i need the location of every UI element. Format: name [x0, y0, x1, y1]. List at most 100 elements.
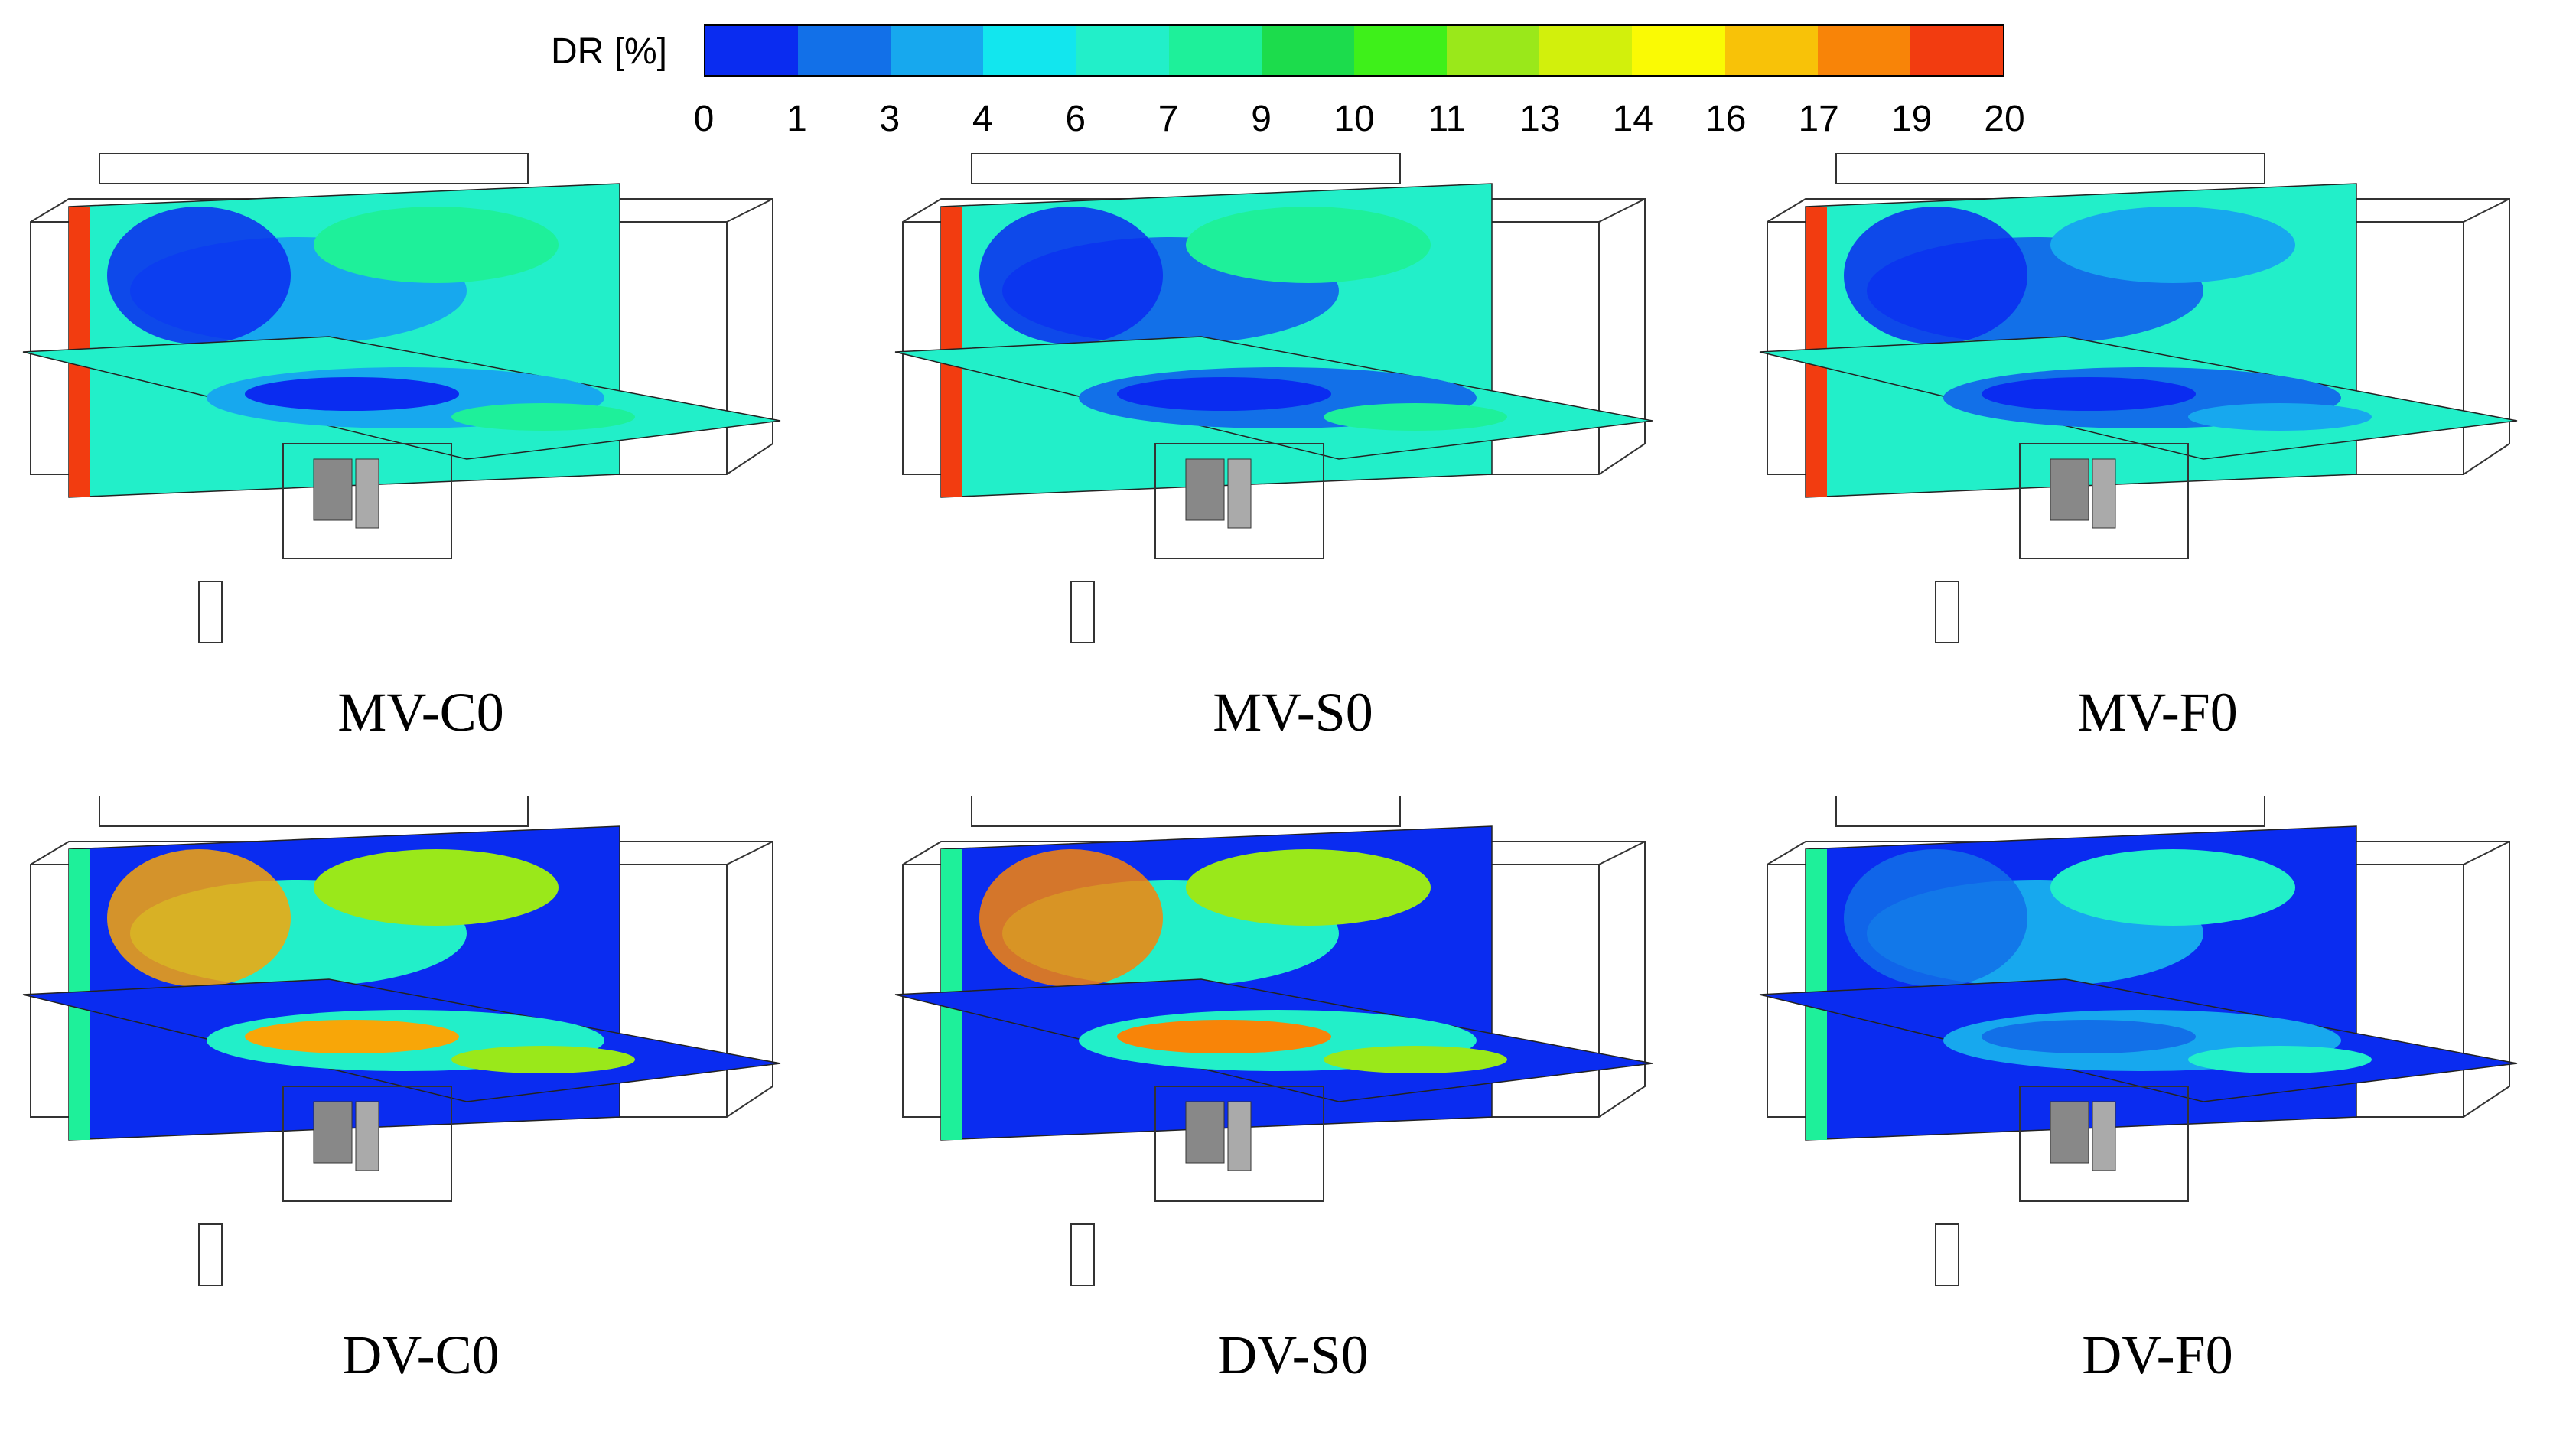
room-edge — [2463, 841, 2510, 865]
panel-label: DV-C0 — [342, 1324, 500, 1386]
room-edge — [1598, 198, 1646, 223]
contour-region — [1982, 377, 2196, 411]
colorbar-tick-label: 3 — [879, 99, 900, 139]
panel-label: MV-S0 — [1213, 682, 1373, 743]
colorbar-swatch — [1261, 26, 1354, 75]
occupant-object — [1227, 1101, 1252, 1171]
colorbar-swatch — [1447, 26, 1540, 75]
table-outline — [2019, 443, 2189, 559]
occupant-object — [2050, 1101, 2089, 1164]
contour-region — [2050, 849, 2295, 926]
colorbar-swatch — [1910, 26, 2003, 75]
door-outline — [1070, 581, 1095, 643]
contour-region — [1117, 1020, 1331, 1053]
colorbar-ticks: 0 1 3 4 6 7 9 10 11 13 14 16 17 19 20 — [0, 98, 2576, 144]
contour-region — [107, 207, 291, 344]
contour-region — [1324, 1046, 1507, 1073]
room-outline — [30, 198, 773, 475]
colorbar-tick-label: 13 — [1519, 99, 1561, 139]
contour-region — [451, 403, 635, 431]
colorbar-tick-label: 9 — [1251, 99, 1272, 139]
ceiling-diffuser — [1835, 796, 2265, 827]
colorbar-tick-label: 10 — [1334, 99, 1375, 139]
occupant-object — [313, 458, 353, 521]
occupant-object — [2092, 458, 2116, 529]
contour-region — [1186, 849, 1431, 926]
room-edge — [726, 198, 773, 223]
occupant-object — [355, 1101, 379, 1171]
contour-view-mv-s0 — [894, 153, 1653, 643]
room-outline — [30, 841, 773, 1118]
occupant-object — [355, 458, 379, 529]
contour-region — [979, 849, 1163, 987]
contour-region — [1982, 1020, 2196, 1053]
occupant-object — [1227, 458, 1252, 529]
room-edge — [1598, 841, 1646, 865]
panel-label: DV-S0 — [1217, 1324, 1369, 1386]
door-outline — [1070, 1223, 1095, 1286]
table-outline — [1154, 1086, 1324, 1202]
room-edge — [726, 841, 773, 865]
contour-view-dv-f0 — [1759, 796, 2518, 1286]
table-outline — [282, 443, 452, 559]
colorbar-tick-label: 6 — [1065, 99, 1086, 139]
colorbar-tick-label: 4 — [972, 99, 993, 139]
colorbar-swatch — [1724, 26, 1818, 75]
contour-region — [1117, 377, 1331, 411]
panel-dv-s0: DV-S0 — [880, 796, 1706, 1386]
table-outline — [1154, 443, 1324, 559]
contour-region — [979, 207, 1163, 344]
colorbar-tick-label: 11 — [1428, 99, 1467, 139]
ceiling-diffuser — [99, 153, 529, 184]
colorbar-swatch — [891, 26, 984, 75]
panel-mv-c0: MV-C0 — [8, 153, 834, 743]
colorbar-legend: DR [%] 0 1 3 4 6 7 9 10 11 13 14 16 17 19 20 — [0, 0, 2576, 153]
panel-label: MV-C0 — [337, 682, 504, 743]
contour-region — [451, 1046, 635, 1073]
occupant-object — [1185, 1101, 1225, 1164]
room-outline — [902, 198, 1646, 475]
colorbar-tick-label: 20 — [1984, 99, 2025, 139]
colorbar-swatch — [1539, 26, 1633, 75]
contour-region — [1844, 849, 2027, 987]
colorbar-tick-label: 0 — [693, 99, 715, 139]
occupant-object — [2092, 1101, 2116, 1171]
ceiling-diffuser — [99, 796, 529, 827]
colorbar-swatch — [705, 26, 799, 75]
occupant-object — [313, 1101, 353, 1164]
room-outline — [1767, 198, 2510, 475]
occupant-object — [1185, 458, 1225, 521]
colorbar-swatch — [1817, 26, 1910, 75]
contour-region — [1186, 207, 1431, 283]
ceiling-diffuser — [1835, 153, 2265, 184]
colorbar-swatch — [1353, 26, 1448, 75]
colorbar-swatch — [1632, 26, 1725, 75]
occupant-object — [2050, 458, 2089, 521]
room-outline — [902, 841, 1646, 1118]
room-edge — [2463, 198, 2510, 223]
door-outline — [1935, 1223, 1959, 1286]
contour-region — [1844, 207, 2027, 344]
contour-region — [314, 207, 559, 283]
door-outline — [198, 1223, 223, 1286]
legend-title: DR [%] — [551, 31, 668, 72]
ceiling-diffuser — [971, 796, 1401, 827]
contour-region — [1324, 403, 1507, 431]
colorbar — [704, 24, 2004, 77]
room-outline — [1767, 841, 2510, 1118]
colorbar-tick-label: 19 — [1890, 99, 1933, 139]
colorbar-tick-label: 16 — [1705, 99, 1747, 139]
colorbar-tick-label: 17 — [1798, 99, 1839, 139]
colorbar-swatch — [1168, 26, 1262, 75]
colorbar-tick-label: 14 — [1612, 99, 1653, 139]
contour-region — [2188, 403, 2372, 431]
colorbar-swatch — [983, 26, 1076, 75]
door-outline — [1935, 581, 1959, 643]
contour-region — [314, 849, 559, 926]
table-outline — [282, 1086, 452, 1202]
contour-region — [245, 1020, 459, 1053]
panel-mv-f0: MV-F0 — [1744, 153, 2571, 743]
panel-dv-f0: DV-F0 — [1744, 796, 2571, 1386]
panel-mv-s0: MV-S0 — [880, 153, 1706, 743]
contour-view-mv-c0 — [22, 153, 781, 643]
